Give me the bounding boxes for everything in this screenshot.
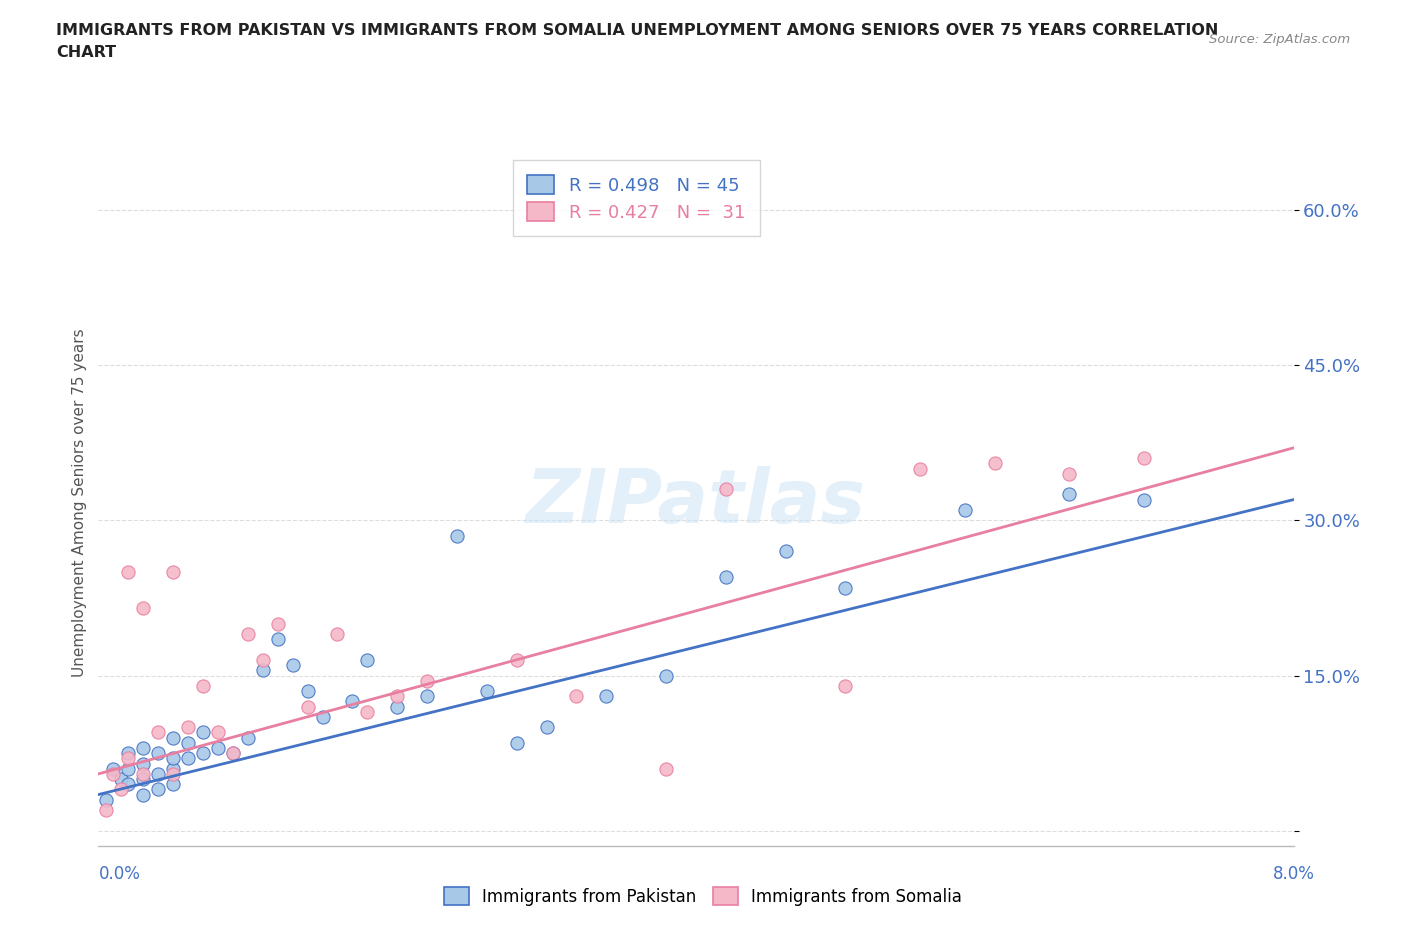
Point <box>714 570 737 585</box>
Point <box>326 627 349 642</box>
Point <box>834 679 856 694</box>
Point <box>506 736 529 751</box>
Point <box>177 736 200 751</box>
Point <box>446 528 468 543</box>
Point <box>162 730 184 745</box>
Text: CHART: CHART <box>56 45 117 60</box>
Point <box>177 751 200 765</box>
Point <box>1133 451 1156 466</box>
Point <box>132 766 155 781</box>
Point <box>416 689 439 704</box>
Point <box>775 544 797 559</box>
Legend: R = 0.498   N = 45, R = 0.427   N =  31: R = 0.498 N = 45, R = 0.427 N = 31 <box>513 160 759 236</box>
Point <box>162 762 184 777</box>
Point <box>267 631 290 646</box>
Point <box>297 684 319 698</box>
Text: Source: ZipAtlas.com: Source: ZipAtlas.com <box>1209 33 1350 46</box>
Point <box>342 694 364 709</box>
Text: 0.0%: 0.0% <box>98 865 141 883</box>
Point <box>536 720 558 735</box>
Point <box>162 777 184 791</box>
Point <box>110 772 132 787</box>
Point <box>311 710 333 724</box>
Point <box>297 699 319 714</box>
Point <box>117 751 139 765</box>
Point <box>655 668 678 683</box>
Y-axis label: Unemployment Among Seniors over 75 years: Unemployment Among Seniors over 75 years <box>72 328 87 676</box>
Point <box>132 772 155 787</box>
Point <box>148 766 170 781</box>
Point <box>983 456 1005 471</box>
Point <box>103 762 125 777</box>
Point <box>385 699 409 714</box>
Point <box>655 762 678 777</box>
Point <box>475 684 498 698</box>
Point <box>191 679 214 694</box>
Point <box>595 689 617 704</box>
Point <box>222 746 245 761</box>
Point <box>177 720 200 735</box>
Point <box>834 580 856 595</box>
Point <box>714 482 737 497</box>
Point <box>94 792 117 807</box>
Point <box>565 689 588 704</box>
Point <box>162 565 184 579</box>
Point <box>103 766 125 781</box>
Point <box>416 673 439 688</box>
Point <box>148 782 170 797</box>
Point <box>148 746 170 761</box>
Text: IMMIGRANTS FROM PAKISTAN VS IMMIGRANTS FROM SOMALIA UNEMPLOYMENT AMONG SENIORS O: IMMIGRANTS FROM PAKISTAN VS IMMIGRANTS F… <box>56 23 1219 38</box>
Point <box>236 730 259 745</box>
Point <box>191 725 214 740</box>
Point <box>207 740 229 755</box>
Point <box>356 704 378 719</box>
Point <box>191 746 214 761</box>
Point <box>148 725 170 740</box>
Point <box>236 627 259 642</box>
Point <box>506 653 529 668</box>
Point <box>1133 492 1156 507</box>
Point <box>117 762 139 777</box>
Legend: Immigrants from Pakistan, Immigrants from Somalia: Immigrants from Pakistan, Immigrants fro… <box>437 881 969 912</box>
Point <box>117 777 139 791</box>
Point <box>385 689 409 704</box>
Point <box>162 751 184 765</box>
Point <box>1059 466 1081 481</box>
Point <box>94 803 117 817</box>
Point <box>267 617 290 631</box>
Point <box>117 746 139 761</box>
Point <box>117 565 139 579</box>
Point <box>132 787 155 802</box>
Point <box>252 653 274 668</box>
Point <box>953 502 976 517</box>
Point <box>281 658 304 672</box>
Point <box>908 461 931 476</box>
Text: ZIPatlas: ZIPatlas <box>526 466 866 538</box>
Point <box>110 782 132 797</box>
Point <box>252 663 274 678</box>
Text: 8.0%: 8.0% <box>1272 865 1315 883</box>
Point <box>132 740 155 755</box>
Point <box>132 756 155 771</box>
Point <box>1059 487 1081 502</box>
Point <box>132 601 155 616</box>
Point <box>222 746 245 761</box>
Point <box>356 653 378 668</box>
Point <box>162 766 184 781</box>
Point <box>207 725 229 740</box>
